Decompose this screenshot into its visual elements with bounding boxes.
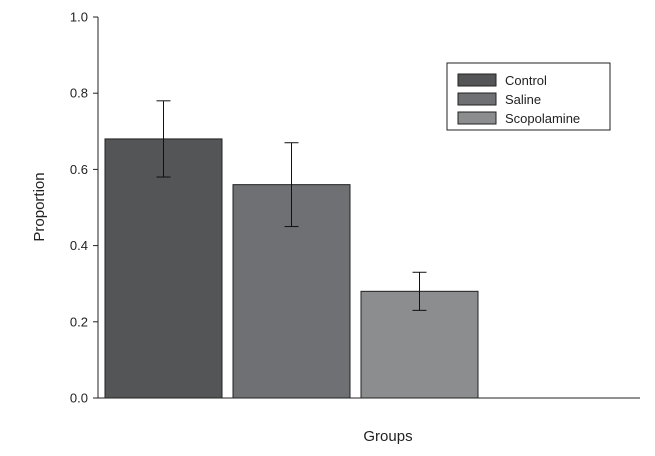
x-axis-title: Groups (363, 428, 412, 445)
legend-swatch-saline (457, 92, 497, 106)
axes (97, 17, 640, 399)
legend-entries: Control Saline Scopolamine (457, 73, 580, 126)
y-tick-label: 0.4 (70, 238, 88, 253)
y-axis-title: Proportion (31, 172, 48, 241)
y-ticks: 0.0 0.2 0.4 0.6 0.8 1.0 (70, 10, 98, 406)
error-bars (156, 100, 427, 311)
legend-label-control: Control (505, 73, 547, 88)
y-tick-label: 0.0 (70, 391, 88, 406)
legend-label-scopolamine: Scopolamine (505, 111, 580, 126)
y-tick-label: 1.0 (70, 10, 88, 25)
y-tick-label: 0.2 (70, 314, 88, 329)
error-bar-saline (284, 142, 299, 228)
error-bar-scopolamine (412, 271, 427, 311)
y-tick-label: 0.8 (70, 86, 88, 101)
bar-control (104, 138, 223, 399)
error-bar-control (156, 100, 171, 178)
legend: Control Saline Scopolamine (446, 62, 611, 131)
y-tick-label: 0.6 (70, 162, 88, 177)
legend-swatch-control (457, 73, 497, 87)
legend-swatch-scopolamine (457, 111, 497, 125)
legend-label-saline: Saline (505, 92, 541, 107)
